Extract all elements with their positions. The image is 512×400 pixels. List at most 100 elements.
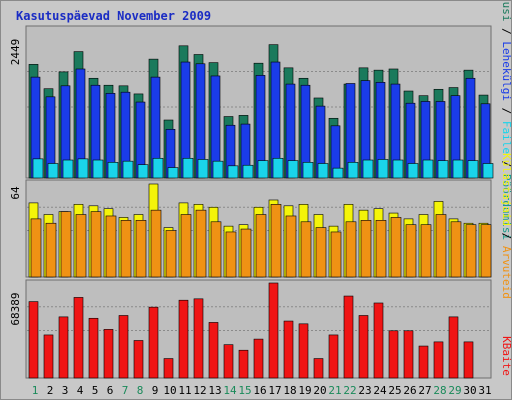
bar-hosts-Arvuteid-11 — [180, 214, 192, 278]
bar-traffic-Faile-31 — [482, 163, 494, 179]
x-tick-label-25: 25 — [388, 384, 401, 397]
bar-traffic-Faile-19 — [302, 162, 314, 179]
bar-kbytes-KBaite-29 — [448, 316, 459, 379]
bar-traffic-Faile-6 — [107, 162, 119, 179]
legend-separator: / — [500, 101, 511, 121]
legend-traffic: Külastusi / Lehekülgi / Faile / Pöördumi… — [500, 1, 511, 240]
bar-traffic-Faile-5 — [92, 159, 104, 179]
x-tick-label-1: 1 — [32, 384, 39, 397]
bar-traffic-Faile-7 — [122, 160, 134, 179]
max-label-hosts: 64 — [9, 186, 22, 200]
x-tick-label-16: 16 — [253, 384, 266, 397]
legend-entry-Arvuteid: Arvuteid — [500, 246, 511, 299]
bar-kbytes-KBaite-15 — [238, 349, 249, 379]
legend-separator: / — [500, 226, 511, 246]
bar-hosts-Arvuteid-24 — [375, 220, 387, 278]
bar-traffic-Faile-17 — [272, 157, 284, 179]
bar-kbytes-KBaite-9 — [148, 306, 159, 379]
bar-hosts-Arvuteid-8 — [135, 220, 147, 278]
bar-traffic-Faile-15 — [242, 164, 254, 179]
x-tick-label-9: 9 — [152, 384, 159, 397]
bar-kbytes-KBaite-13 — [208, 322, 219, 379]
bar-hosts-Arvuteid-31 — [480, 224, 492, 278]
bar-hosts-Arvuteid-10 — [165, 230, 177, 278]
x-tick-label-11: 11 — [178, 384, 191, 397]
bar-kbytes-KBaite-11 — [178, 299, 189, 379]
bar-traffic-Faile-23 — [362, 159, 374, 179]
legend-hosts: Külastajaid / Arvuteid — [500, 153, 511, 299]
bar-kbytes-KBaite-17 — [268, 282, 279, 379]
legend-entry-Külastajaid: Külastajaid — [500, 153, 511, 226]
x-tick-label-29: 29 — [448, 384, 461, 397]
x-tick-label-21: 21 — [328, 384, 341, 397]
bar-kbytes-KBaite-6 — [103, 329, 114, 379]
x-tick-label-2: 2 — [47, 384, 54, 397]
legend-separator: / — [500, 22, 511, 42]
bar-traffic-Faile-4 — [77, 158, 89, 179]
bar-hosts-Arvuteid-19 — [300, 221, 312, 278]
bar-hosts-Arvuteid-17 — [270, 204, 282, 278]
bar-kbytes-KBaite-7 — [118, 315, 129, 379]
bar-traffic-Faile-30 — [467, 160, 479, 179]
bar-kbytes-KBaite-21 — [328, 334, 339, 379]
bar-traffic-Faile-12 — [197, 159, 209, 179]
bar-traffic-Faile-9 — [152, 157, 164, 179]
bar-hosts-Arvuteid-12 — [195, 209, 207, 278]
bar-hosts-Arvuteid-1 — [30, 218, 42, 278]
bar-traffic-Faile-3 — [62, 159, 74, 179]
x-tick-label-17: 17 — [268, 384, 281, 397]
x-tick-label-3: 3 — [62, 384, 69, 397]
bar-traffic-Faile-22 — [347, 162, 359, 179]
bar-traffic-Faile-21 — [332, 167, 344, 179]
bar-traffic-Faile-8 — [137, 164, 149, 179]
bar-kbytes-KBaite-2 — [43, 334, 54, 379]
bar-kbytes-KBaite-22 — [343, 295, 354, 379]
bar-hosts-Arvuteid-22 — [345, 221, 357, 278]
bar-kbytes-KBaite-27 — [418, 345, 429, 379]
x-tick-label-30: 30 — [463, 384, 476, 397]
x-tick-label-22: 22 — [343, 384, 356, 397]
bar-hosts-Arvuteid-9 — [150, 209, 162, 278]
x-tick-label-6: 6 — [107, 384, 114, 397]
bar-traffic-Faile-18 — [287, 160, 299, 179]
bar-hosts-Arvuteid-16 — [255, 214, 267, 278]
bar-hosts-Arvuteid-20 — [315, 227, 327, 278]
bar-hosts-Arvuteid-5 — [90, 211, 102, 278]
legend-entry-Pöördumisi: Pöördumisi — [500, 174, 511, 240]
bar-traffic-Faile-1 — [32, 158, 44, 179]
bar-kbytes-KBaite-4 — [73, 297, 84, 379]
bar-hosts-Arvuteid-25 — [390, 217, 402, 278]
legend-entry-KBaite: KBaite — [500, 336, 511, 376]
x-tick-label-5: 5 — [92, 384, 99, 397]
bar-traffic-Faile-11 — [182, 157, 194, 179]
bar-traffic-Faile-13 — [212, 160, 224, 179]
bar-kbytes-KBaite-14 — [223, 344, 234, 379]
bar-kbytes-KBaite-20 — [313, 358, 324, 379]
bar-traffic-Faile-24 — [377, 159, 389, 179]
bar-hosts-Arvuteid-28 — [435, 214, 447, 278]
legend-separator: / — [500, 154, 511, 174]
legend-kbytes: KBaite — [500, 336, 511, 376]
bar-hosts-Arvuteid-3 — [60, 211, 72, 278]
legend-entry-Lehekülgi: Lehekülgi — [500, 41, 511, 101]
bar-kbytes-KBaite-28 — [433, 341, 444, 379]
x-tick-label-24: 24 — [373, 384, 387, 397]
bar-kbytes-KBaite-5 — [88, 317, 99, 379]
bar-traffic-Faile-10 — [167, 167, 179, 179]
bar-kbytes-KBaite-18 — [283, 320, 294, 379]
bar-hosts-Arvuteid-23 — [360, 220, 372, 278]
bar-kbytes-KBaite-1 — [28, 301, 39, 379]
bar-traffic-Faile-26 — [407, 163, 419, 179]
bar-hosts-Arvuteid-4 — [75, 214, 87, 278]
bar-hosts-Arvuteid-29 — [450, 221, 462, 278]
bar-hosts-Arvuteid-30 — [465, 224, 477, 278]
x-tick-label-28: 28 — [433, 384, 446, 397]
bar-traffic-Faile-28 — [437, 160, 449, 179]
bar-kbytes-KBaite-16 — [253, 338, 264, 379]
bar-kbytes-KBaite-10 — [163, 358, 174, 379]
bar-hosts-Arvuteid-7 — [120, 220, 132, 278]
bar-traffic-Faile-20 — [317, 163, 329, 179]
max-label-kbytes: 68389 — [9, 292, 22, 325]
